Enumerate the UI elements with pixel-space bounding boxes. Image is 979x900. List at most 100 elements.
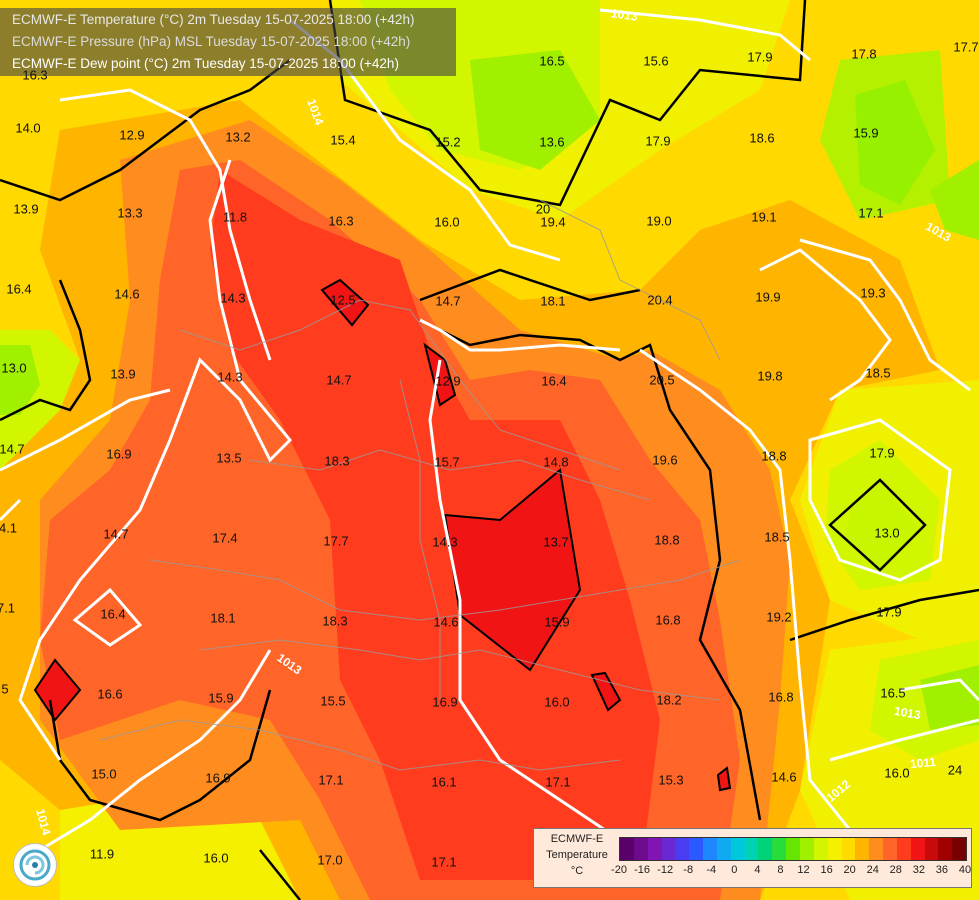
temperature-label: 18.2 xyxy=(656,692,682,708)
temperature-label: 17.7 xyxy=(323,533,349,549)
temperature-label: 17.1 xyxy=(431,854,457,870)
temperature-label: 13.9 xyxy=(13,201,39,217)
legend-swatch xyxy=(703,838,717,860)
legend-swatch xyxy=(661,838,676,860)
legend-ticks: -20 -16 -12 -8 -4 0 4 8 12 16 20 24 28 32 36 40 xyxy=(611,864,971,880)
green-zone-east xyxy=(845,480,920,575)
temperature-label: 16.9 xyxy=(106,446,132,462)
temperature-label: 14.3 xyxy=(432,534,458,550)
legend-tick-label: 32 xyxy=(912,864,925,876)
green-zone-west xyxy=(0,345,40,415)
hot-spot-e xyxy=(590,671,622,712)
legend-tick-label: -20 xyxy=(611,864,627,876)
legend-tick-label: -4 xyxy=(706,864,717,876)
header-temperature: ECMWF-E Temperature (°C) 2m Tuesday 15-0… xyxy=(12,12,415,27)
temperature-label: 15.7 xyxy=(434,454,460,470)
legend-swatch xyxy=(813,838,828,860)
temperature-label: 16.4 xyxy=(6,281,32,297)
green-zone-southeast-inner xyxy=(920,665,979,730)
temperature-label: 16.8 xyxy=(655,612,681,628)
temperature-label: 20 xyxy=(535,201,551,217)
temperature-label: 18.6 xyxy=(749,130,775,146)
map-header: ECMWF-E Temperature (°C) 2m Tuesday 15-0… xyxy=(0,8,456,76)
temperature-label: 17.8 xyxy=(851,46,877,62)
temperature-label: 4.1 xyxy=(0,520,18,536)
temperature-label: 16.6 xyxy=(97,686,123,702)
temperature-label: 14.8 xyxy=(543,454,569,470)
temperature-label: 11.8 xyxy=(222,209,248,225)
temperature-label: 18.3 xyxy=(322,613,348,629)
temperature-label: 19.9 xyxy=(755,289,781,305)
temperature-label: 15.3 xyxy=(658,772,684,788)
temperature-label: 14.7 xyxy=(103,526,129,542)
temperature-label: 18.5 xyxy=(865,365,891,381)
temperature-label: 18.1 xyxy=(540,293,566,309)
temperature-label: 17.1 xyxy=(858,205,884,221)
ecmwf-logo-icon xyxy=(13,843,57,887)
temperature-label: 13.5 xyxy=(216,450,242,466)
hot-zone-core xyxy=(210,170,660,880)
temperature-label: 16.3 xyxy=(22,67,48,83)
legend-color-bar xyxy=(619,837,967,861)
temperature-label: 16.3 xyxy=(328,213,354,229)
legend-title-line1: ECMWF-E xyxy=(550,833,604,845)
legend-swatch xyxy=(799,838,814,860)
legend-title-line2: Temperature xyxy=(546,849,608,861)
isobar-label: 1011 xyxy=(909,754,937,772)
legend-swatch xyxy=(647,838,662,860)
temperature-label: 14.7 xyxy=(435,293,461,309)
temperature-label: 12.9 xyxy=(119,127,145,143)
legend-swatch xyxy=(620,838,634,860)
legend-swatch xyxy=(716,838,731,860)
temperature-label: 16.9 xyxy=(205,770,231,786)
temperature-label: 13.6 xyxy=(539,134,565,150)
legend-swatch xyxy=(675,838,690,860)
temperature-label: 16.8 xyxy=(768,689,794,705)
temperature-label: 17.0 xyxy=(317,852,343,868)
temperature-label: 13.0 xyxy=(874,525,900,541)
legend-swatch xyxy=(786,838,800,860)
temperature-label: 17.1 xyxy=(545,774,571,790)
green-zone-north xyxy=(470,50,600,170)
temperature-label: 19.8 xyxy=(757,368,783,384)
temperature-label: 14.3 xyxy=(217,369,243,385)
temperature-label: 15.9 xyxy=(544,614,570,630)
legend-swatch xyxy=(772,838,787,860)
hot-spot-d xyxy=(33,658,82,722)
legend-tick-label: 36 xyxy=(935,864,949,876)
temperature-label: 17.7 xyxy=(953,39,979,55)
legend-swatch xyxy=(869,838,884,860)
temperature-label: 18.3 xyxy=(324,453,350,469)
legend-tick-label: 12 xyxy=(797,864,810,876)
legend-tick-label: 24 xyxy=(866,864,879,876)
temperature-label: 12.9 xyxy=(435,373,461,389)
temperature-label: 14.7 xyxy=(326,372,352,388)
legend-swatch xyxy=(633,838,648,860)
temperature-label: 12.5 xyxy=(330,292,356,308)
temperature-label: 15.2 xyxy=(435,134,461,150)
legend-swatch xyxy=(827,838,842,860)
green-zone-northeast-inner xyxy=(855,80,935,205)
temperature-label: 20.4 xyxy=(647,292,673,308)
legend-swatch xyxy=(952,838,967,860)
legend-tick-label: 4 xyxy=(754,864,761,876)
temperature-label: 19.1 xyxy=(751,209,777,225)
legend-tick-label: -16 xyxy=(634,864,651,876)
green-zone-edge-east xyxy=(930,160,979,240)
legend-swatch xyxy=(689,838,704,860)
temperature-label: 14.7 xyxy=(0,441,25,457)
legend-tick-label: 20 xyxy=(843,864,856,876)
temperature-label: 14.6 xyxy=(114,286,140,302)
temperature-label: 13.9 xyxy=(110,366,136,382)
legend-swatch xyxy=(744,838,759,860)
temperature-label: 13.2 xyxy=(225,129,251,145)
temperature-label: 15.6 xyxy=(643,53,669,69)
temperature-label: 18.8 xyxy=(761,448,787,464)
legend-title: ECMWF-E Temperature °C xyxy=(536,831,618,879)
legend-tick-label: 28 xyxy=(889,864,902,876)
temperature-label: 13.3 xyxy=(117,205,143,221)
temperature-label: 18.8 xyxy=(654,532,680,548)
legend-swatch xyxy=(758,838,773,860)
temperature-label: 11.9 xyxy=(89,846,115,862)
temperature-label: 17.9 xyxy=(747,49,773,65)
